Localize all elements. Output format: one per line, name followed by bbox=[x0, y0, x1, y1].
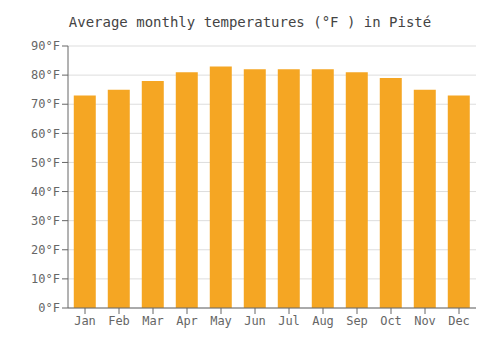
svg-text:Apr: Apr bbox=[176, 314, 198, 328]
svg-text:20°F: 20°F bbox=[31, 243, 60, 257]
svg-text:80°F: 80°F bbox=[31, 68, 60, 82]
svg-text:40°F: 40°F bbox=[31, 185, 60, 199]
svg-text:10°F: 10°F bbox=[31, 272, 60, 286]
svg-text:Mar: Mar bbox=[142, 314, 164, 328]
svg-text:Feb: Feb bbox=[108, 314, 130, 328]
svg-text:30°F: 30°F bbox=[31, 214, 60, 228]
svg-text:Jul: Jul bbox=[278, 314, 300, 328]
svg-text:0°F: 0°F bbox=[38, 301, 60, 315]
svg-text:Oct: Oct bbox=[380, 314, 402, 328]
svg-text:60°F: 60°F bbox=[31, 127, 60, 141]
svg-text:70°F: 70°F bbox=[31, 97, 60, 111]
svg-text:50°F: 50°F bbox=[31, 156, 60, 170]
svg-text:May: May bbox=[210, 314, 232, 328]
html-text:Average monthly temperatures (: Average monthly temperatures (°F ) in Pi… bbox=[68, 14, 432, 30]
svg-text:Aug: Aug bbox=[312, 314, 334, 328]
svg-text:90°F: 90°F bbox=[31, 39, 60, 53]
svg-text:Nov: Nov bbox=[414, 314, 436, 328]
svg-text:Jun: Jun bbox=[244, 314, 266, 328]
svg-text:Dec: Dec bbox=[448, 314, 470, 328]
svg-text:Jan: Jan bbox=[74, 314, 96, 328]
svg-text:Sep: Sep bbox=[346, 314, 368, 328]
